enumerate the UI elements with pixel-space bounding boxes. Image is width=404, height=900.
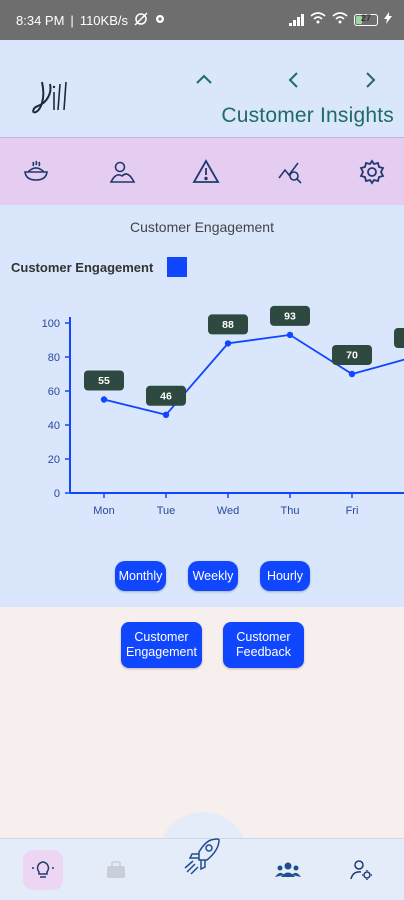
data-point [348,370,356,378]
app-logo [28,70,76,123]
weekly-button[interactable]: Weekly [188,561,238,591]
chart-panel: Customer Engagement Customer Engagement … [0,205,404,607]
data-point [100,396,108,403]
people-icon[interactable] [268,850,308,890]
chart-title: Customer Engagement [130,219,274,235]
hourly-button[interactable]: Hourly [260,561,310,591]
data-label: 55 [98,375,110,387]
gear-icon[interactable] [356,156,388,188]
signal-icon [289,13,304,26]
monthly-button[interactable]: Monthly [115,561,166,591]
y-tick-label: 20 [48,454,60,466]
status-bar: 8:34 PM | 110KB/s 27 [0,0,404,40]
data-label-box [394,328,404,348]
y-tick-label: 0 [54,488,60,500]
x-tick-label: Tue [157,505,176,517]
lightbulb-icon[interactable] [23,850,63,890]
rocket-icon[interactable] [181,834,225,878]
user-landscape-icon[interactable] [106,156,138,188]
sync-off-icon [134,12,148,29]
chart-legend: Customer Engagement [11,257,188,277]
y-tick-label: 60 [48,386,60,398]
x-tick-label: Thu [281,505,300,517]
series-line [103,333,404,416]
wifi-icon [310,12,326,27]
y-tick-label: 80 [48,352,60,364]
data-label: 93 [284,310,296,322]
wifi-secondary-icon [332,12,348,27]
data-label-box [332,345,372,365]
data-label: 46 [160,390,172,402]
status-net-speed: 110KB/s [79,13,128,28]
customer-feedback-button[interactable]: Customer Feedback [223,622,304,668]
legend-label: Customer Engagement [11,259,154,275]
data-label-box [208,314,248,335]
data-point [224,340,232,347]
data-label-box [84,370,124,391]
status-separator: | [70,13,74,28]
battery-icon: 27 [354,12,378,26]
next-chevron-icon[interactable] [358,68,382,92]
x-tick-label: Wed [217,505,239,517]
legend-swatch [167,257,188,277]
app-header: Customer Insights [0,40,404,137]
category-toolbar [0,137,404,205]
customer-engagement-line2: Engagement [126,645,197,659]
battery-level: 27 [360,12,371,23]
x-tick-label: Fri [346,505,359,517]
data-label: 70 [346,350,358,362]
page-title: Customer Insights [221,104,394,127]
data-point [286,331,294,339]
y-tick-label: 40 [48,420,60,432]
customer-feedback-line1: Customer [236,630,291,644]
charging-icon [384,12,392,27]
briefcase-icon[interactable] [96,850,136,890]
data-label: 88 [222,319,234,331]
customer-engagement-line1: Customer [134,630,189,644]
data-point [162,411,170,418]
y-tick-label: 100 [42,318,60,330]
dish-icon[interactable] [20,156,52,188]
user-settings-icon[interactable] [342,850,382,890]
engagement-line-chart: 020406080100MonTueWedThuFriSat5546889370… [42,305,404,517]
settings-status-icon [154,13,166,28]
customer-feedback-line2: Feedback [236,645,291,659]
x-tick-label: Mon [93,505,114,517]
data-label-box [146,385,186,406]
customer-engagement-button[interactable]: Customer Engagement [121,622,202,668]
warning-icon[interactable] [190,156,222,188]
collapse-chevron-icon[interactable] [192,68,216,92]
chart-search-icon[interactable] [274,156,306,188]
previous-chevron-icon[interactable] [282,68,306,92]
status-time: 8:34 PM [16,13,65,28]
data-label-box [270,305,310,326]
